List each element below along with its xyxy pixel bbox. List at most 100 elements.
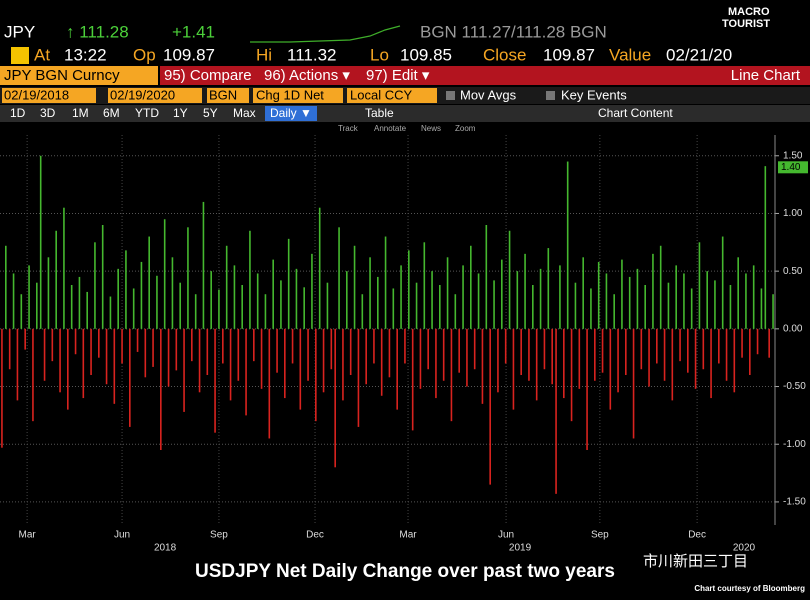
bar: [198, 328, 201, 393]
tool-button[interactable]: Track: [338, 124, 359, 133]
date-field[interactable]: [2, 88, 96, 103]
bar: [609, 328, 612, 410]
period-button[interactable]: 1M: [72, 106, 89, 120]
bar: [683, 273, 685, 329]
period-button[interactable]: 6M: [103, 106, 120, 120]
bar: [760, 288, 763, 329]
bar: [551, 328, 553, 385]
field: Chg 1D Net: [256, 87, 324, 102]
bar: [318, 207, 321, 329]
period-button[interactable]: Max: [233, 106, 256, 120]
bar: [656, 328, 658, 364]
field-value: 109.87: [163, 45, 215, 64]
bar: [47, 257, 50, 329]
bar: [55, 230, 57, 329]
bar: [485, 225, 488, 329]
bar: [90, 328, 92, 375]
x-tick-label: Jun: [114, 530, 130, 541]
bar: [628, 276, 631, 329]
bar: [543, 328, 546, 370]
bar: [512, 328, 515, 410]
period-button[interactable]: 1Y: [173, 106, 188, 120]
bar: [613, 294, 615, 329]
x-tick-label: Sep: [591, 530, 609, 541]
quote: BGN 111.27/111.28 BGN: [420, 22, 607, 41]
bar: [218, 289, 220, 329]
field-label: Close: [483, 45, 526, 64]
bar: [729, 285, 732, 329]
bar: [361, 294, 364, 329]
y-tick-label: 1.50: [783, 150, 803, 161]
period-button[interactable]: YTD: [135, 106, 159, 120]
period-button[interactable]: 3D: [40, 106, 56, 120]
bar: [175, 328, 178, 371]
bar: [194, 294, 197, 329]
bar: [183, 328, 185, 412]
currency: Local CCY: [350, 87, 412, 102]
mov-avgs[interactable]: Mov Avgs: [460, 87, 517, 102]
bar: [749, 328, 751, 375]
bar: [86, 291, 88, 329]
bar: [710, 328, 712, 399]
period-button[interactable]: 5Y: [203, 106, 218, 120]
bar: [667, 282, 670, 329]
bar: [625, 328, 627, 375]
bar: [179, 282, 181, 329]
bar: [396, 328, 398, 410]
date-field[interactable]: [108, 88, 202, 103]
period-button[interactable]: 1D: [10, 106, 26, 120]
bar: [132, 288, 135, 329]
bar: [454, 294, 457, 329]
year-label: 2020: [733, 543, 756, 554]
checkbox[interactable]: [446, 91, 455, 100]
bar: [435, 328, 437, 399]
x-tick-label: Mar: [19, 530, 37, 541]
bar: [384, 236, 387, 329]
chart-content[interactable]: Chart Content: [598, 106, 673, 120]
checkbox[interactable]: [546, 91, 555, 100]
bar: [202, 201, 205, 329]
bar: [148, 236, 150, 329]
currency-select[interactable]: [347, 88, 437, 103]
bar: [419, 328, 422, 389]
bar: [423, 242, 426, 329]
bar: [570, 328, 573, 422]
bar: [442, 328, 445, 381]
bar: [520, 328, 522, 375]
bar: [504, 328, 507, 364]
bar: [632, 328, 635, 439]
bar: [82, 328, 85, 399]
tool-button[interactable]: News: [421, 124, 441, 133]
bar: [535, 328, 538, 401]
bar: [687, 328, 689, 373]
bar: [260, 328, 263, 389]
bar: [16, 328, 19, 401]
frequency: Daily ▼: [270, 106, 312, 120]
bar: [493, 280, 495, 329]
bar: [125, 250, 127, 329]
bar: [160, 328, 162, 450]
tool-button[interactable]: Annotate: [374, 124, 407, 133]
bar: [380, 328, 383, 396]
bar: [524, 253, 526, 329]
field-select[interactable]: [253, 88, 343, 103]
bar: [489, 328, 491, 485]
bar: [605, 273, 608, 329]
source: BGN: [209, 87, 237, 102]
bar: [431, 271, 433, 329]
bar: [51, 328, 54, 362]
menu-item[interactable]: 97) Edit ▾: [366, 67, 430, 84]
last-value-tag: [778, 161, 808, 174]
tool-button[interactable]: Zoom: [455, 124, 476, 133]
bar: [163, 219, 166, 329]
frequency-select[interactable]: [265, 106, 317, 121]
caption: USDJPY Net Daily Change over past two ye…: [195, 561, 615, 582]
menu-item[interactable]: 95) Compare: [164, 67, 252, 84]
bar: [365, 328, 367, 385]
menu-item[interactable]: 96) Actions ▾: [264, 67, 350, 84]
source-field[interactable]: [207, 88, 249, 103]
key-events[interactable]: Key Events: [561, 87, 627, 102]
alert-icon[interactable]: [11, 47, 29, 64]
table-button[interactable]: Table: [365, 106, 394, 120]
security-box[interactable]: [0, 66, 158, 85]
